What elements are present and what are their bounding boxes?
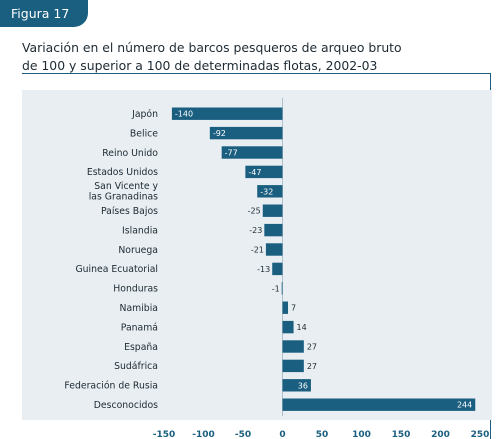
bar — [272, 262, 283, 276]
category-label: Estados Unidos — [87, 167, 158, 178]
bar — [282, 320, 294, 334]
category-label: Reino Unido — [102, 148, 158, 159]
frame-top-rule — [22, 73, 490, 74]
bar — [264, 223, 283, 237]
category-label: Noruega — [118, 245, 158, 256]
figure-badge: Figura 17 — [0, 0, 88, 27]
data-label: -32 — [260, 187, 273, 196]
data-label: -47 — [248, 168, 261, 177]
data-label: 36 — [298, 381, 308, 390]
category-label: Panamá — [121, 322, 158, 333]
x-tick-label: 0 — [279, 430, 285, 439]
data-label: 27 — [307, 343, 317, 352]
category-label: Honduras — [113, 284, 158, 295]
bar — [209, 126, 283, 140]
figure-label: Figura 17 — [11, 6, 70, 21]
x-tick-label: 50 — [316, 430, 329, 439]
bar — [282, 301, 289, 314]
x-tick-label: -50 — [235, 430, 251, 439]
data-label: 27 — [307, 362, 317, 371]
x-tick-label: 150 — [392, 430, 411, 439]
bar — [281, 282, 283, 295]
x-tick-label: 100 — [352, 430, 371, 439]
chart-title: Variación en el número de barcos pesquer… — [22, 39, 462, 74]
category-label: San Vicente y — [94, 181, 158, 192]
category-label: Países Bajos — [101, 206, 158, 217]
x-tick-label: 200 — [431, 430, 450, 439]
bar — [282, 340, 304, 353]
x-tick-label: 250 — [471, 430, 490, 439]
category-label: las Granadinas — [89, 191, 158, 202]
data-label: 244 — [457, 401, 472, 410]
category-label: Japón — [131, 109, 158, 120]
bar — [262, 204, 283, 217]
data-label: -140 — [175, 110, 193, 119]
x-tick-label: -100 — [192, 430, 215, 439]
data-label: 7 — [291, 304, 296, 313]
category-label: Sudáfrica — [114, 361, 158, 372]
category-label: Islandia — [122, 225, 158, 236]
data-label: -23 — [249, 226, 262, 235]
data-label: -13 — [257, 265, 270, 274]
category-label: Guinea Ecuatorial — [75, 264, 158, 275]
category-label: Belice — [130, 128, 158, 139]
data-label: -92 — [213, 129, 226, 138]
chart-title-line-1: Variación en el número de barcos pesquer… — [22, 40, 402, 55]
data-label: -77 — [225, 149, 238, 158]
data-label: -21 — [251, 246, 264, 255]
bar — [282, 379, 311, 392]
bar — [245, 165, 283, 179]
x-tick-label: -150 — [153, 430, 176, 439]
chart-title-line-2: de 100 y superior a 100 de determinadas … — [22, 57, 378, 73]
bar — [221, 146, 283, 159]
bar — [257, 185, 283, 198]
data-label: -25 — [248, 207, 261, 216]
bar — [171, 107, 283, 120]
category-label: Desconocidos — [94, 400, 158, 411]
bar — [282, 398, 476, 411]
bar — [265, 243, 283, 256]
category-label: Federación de Rusia — [64, 381, 158, 392]
data-label: 14 — [297, 323, 307, 332]
plot-panel — [22, 90, 492, 420]
bar — [282, 359, 304, 373]
category-label: España — [124, 342, 158, 353]
data-label: -1 — [272, 284, 280, 293]
category-label: Namibia — [120, 303, 158, 314]
